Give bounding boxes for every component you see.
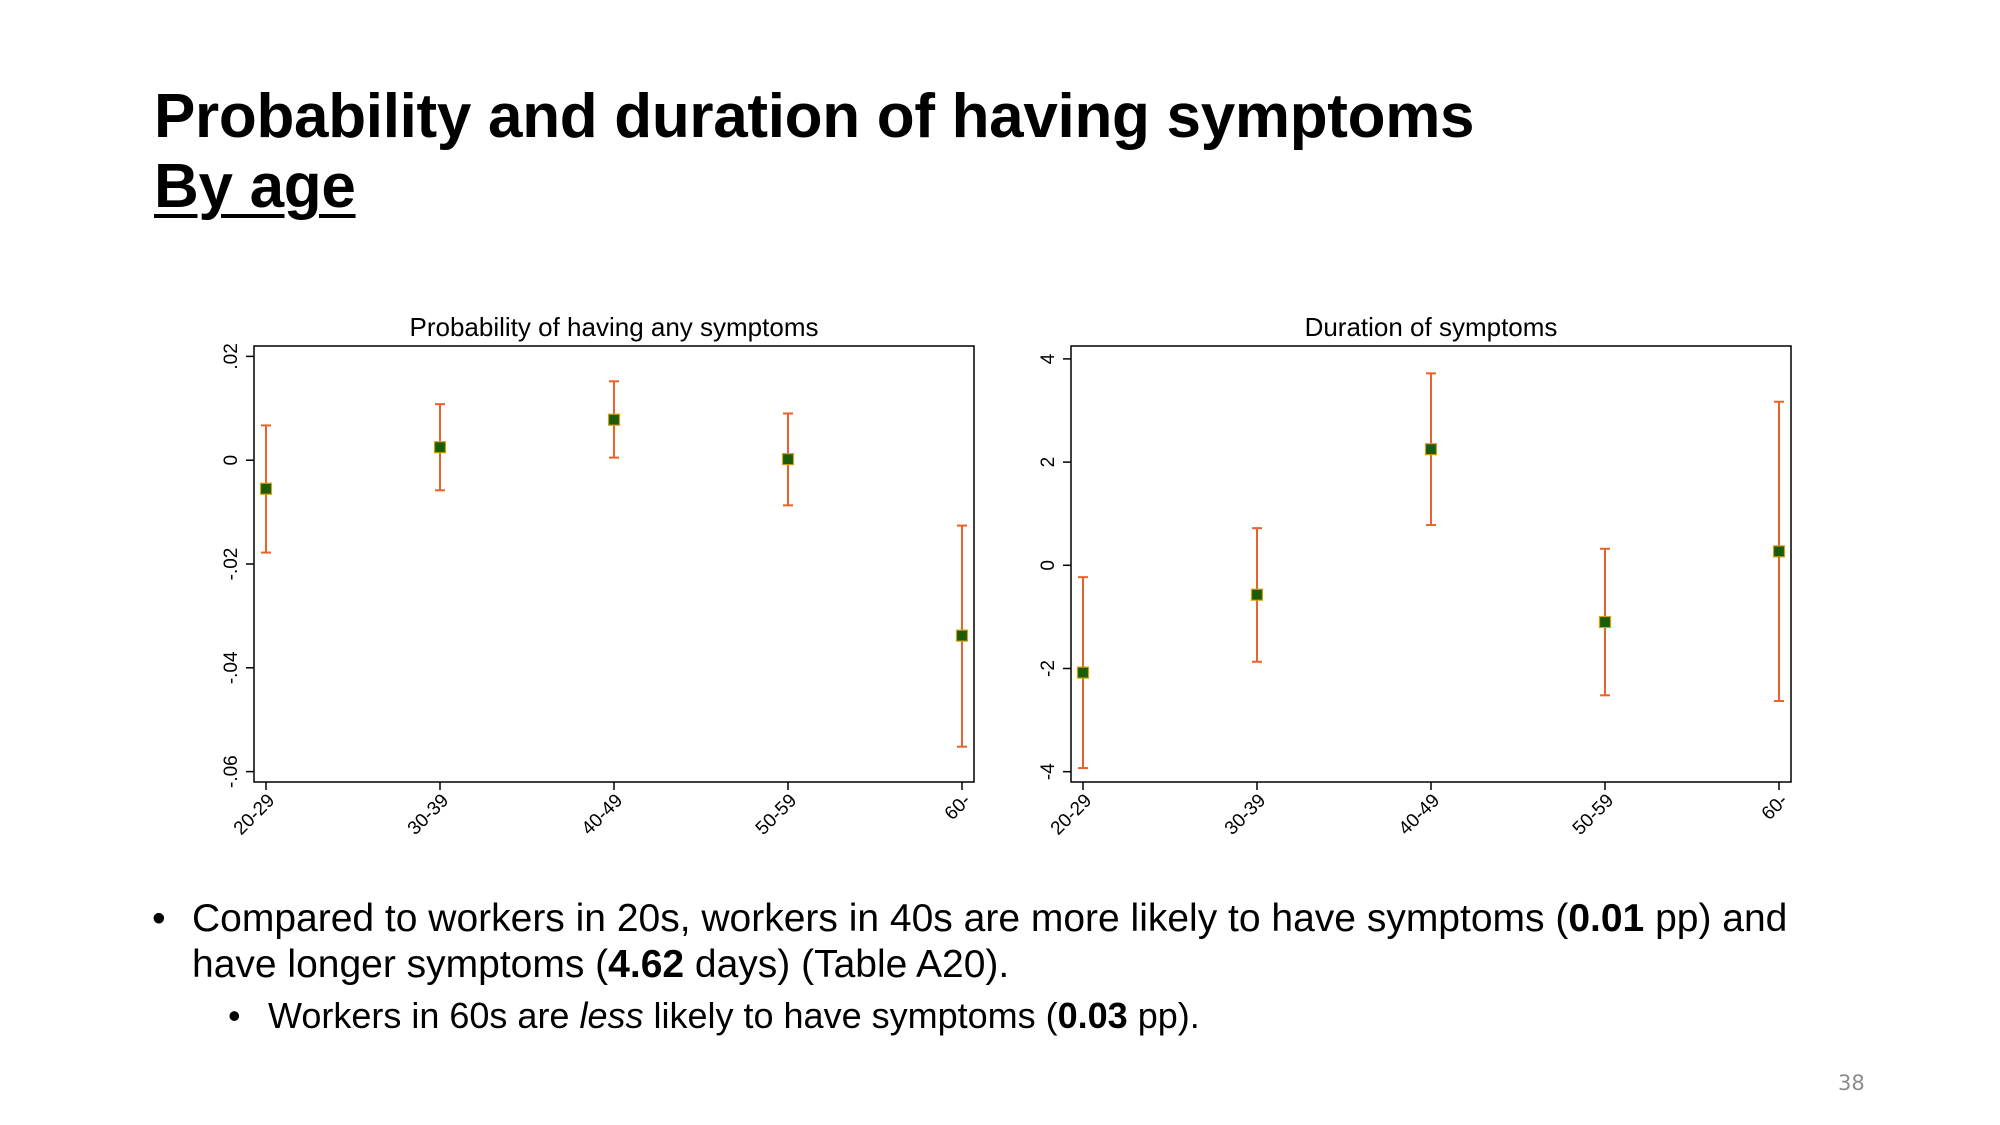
y-tick-label: 0 (1038, 560, 1059, 571)
bullet-italic-text: less (579, 995, 644, 1036)
x-tick-label: 40-49 (1395, 790, 1444, 839)
chart-panel-1: Probability of having any symptoms .02 0 -.… (221, 312, 975, 839)
bullet-bold-value: 0.03 (1057, 995, 1128, 1036)
data-point (607, 413, 621, 426)
bullet-list: • Compared to workers in 20s, workers in… (152, 896, 1872, 1038)
y-tick-label: -4 (1038, 763, 1059, 780)
data-point (955, 629, 969, 642)
title-line-2: By age (154, 152, 356, 221)
y-tick-label: -.06 (221, 755, 242, 788)
x-tick-label: 60- (941, 790, 975, 824)
y-tick-label: .02 (221, 343, 242, 369)
y-tick-label: 0 (221, 455, 242, 466)
data-point (1250, 588, 1264, 601)
bullet-text: Compared to workers in 20s, workers in 4… (192, 897, 1569, 940)
y-tick-label: 4 (1038, 353, 1059, 364)
data-point (1772, 545, 1786, 558)
bullet-dot: • (228, 995, 241, 1036)
y-tick-label: 2 (1038, 457, 1059, 468)
x-tick-label: 40-49 (578, 790, 627, 839)
data-point (1598, 615, 1612, 629)
title-line-1: Probability and duration of having sympt… (154, 82, 1475, 151)
x-tick-label: 50-59 (752, 790, 801, 839)
x-tick-label: 30-39 (404, 790, 453, 839)
bullet-text: Workers in 60s are (268, 995, 580, 1036)
chart-title: Probability of having any symptoms (410, 312, 819, 342)
bullet-bold-value: 0.01 (1568, 897, 1645, 940)
bullet-text: pp) and have longer symptoms ( (192, 897, 1788, 986)
x-tick-label: 30-39 (1221, 790, 1270, 839)
bullet-bold-value: 4.62 (608, 943, 685, 986)
slide-title: Probability and duration of having sympt… (154, 82, 1475, 222)
bullet-dot: • (152, 897, 166, 940)
x-tick-label: 50-59 (1569, 790, 1618, 839)
x-tick-label: 20-29 (1047, 790, 1096, 839)
data-point (1076, 666, 1090, 679)
y-tick-label: -.04 (221, 651, 242, 684)
bullet-main: • Compared to workers in 20s, workers in… (152, 896, 1872, 988)
data-point (781, 453, 795, 466)
data-point (1424, 443, 1438, 456)
bullet-sub: • Workers in 60s are less likely to have… (228, 994, 1872, 1038)
y-tick-label: -2 (1038, 660, 1059, 677)
y-tick-label: -.02 (221, 548, 242, 581)
chart-title: Duration of symptoms (1305, 312, 1558, 342)
x-tick-label: 60- (1758, 790, 1792, 824)
data-point (433, 441, 447, 454)
x-tick-label: 20-29 (230, 790, 279, 839)
bullet-text: days) (Table A20). (684, 943, 1010, 986)
page-number: 38 (1838, 1071, 1865, 1095)
bullet-text: pp). (1127, 995, 1200, 1036)
data-point (259, 482, 273, 495)
bullet-text: likely to have symptoms ( (643, 995, 1058, 1036)
chart-panel-2: Duration of symptoms 4 2 0 -2 -4 20-29 30-39 40-… (1038, 312, 1792, 839)
